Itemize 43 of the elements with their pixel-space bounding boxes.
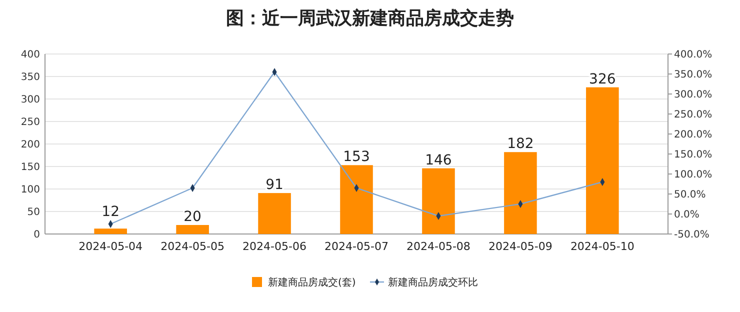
y-tick-label: 50	[27, 207, 40, 218]
y2-tick-label: 200.0%	[674, 130, 712, 140]
y2-tick-label: 100.0%	[674, 170, 712, 180]
y-tick-label: 400	[20, 50, 40, 60]
data-label: 146	[425, 152, 452, 168]
y2-tick-label: 0.0%	[674, 210, 700, 220]
x-tick-label: 2024-05-08	[406, 240, 470, 253]
data-label: 91	[266, 177, 284, 194]
x-tick-label: 2024-05-04	[78, 240, 143, 253]
y-tick-label: 300	[20, 94, 40, 106]
data-label: 182	[507, 136, 534, 152]
y2-tick-label: -50.0%	[674, 230, 710, 240]
x-tick-label: 2024-05-07	[324, 240, 388, 253]
x-tick-label: 2024-05-05	[160, 240, 225, 253]
bar	[176, 225, 209, 234]
y2-tick-label: 250.0%	[674, 110, 712, 120]
y-tick-label: 0	[34, 230, 40, 240]
bar	[258, 193, 291, 234]
bar	[586, 87, 619, 234]
data-label: 12	[102, 204, 120, 220]
chart-title: 图：近一周武汉新建商品房成交走势	[226, 8, 514, 29]
y-tick-label: 250	[20, 117, 40, 128]
bar	[340, 165, 373, 234]
bar	[422, 168, 455, 234]
data-label: 153	[343, 149, 370, 166]
legend-label: 新建商品房成交(套)	[268, 276, 356, 288]
y2-tick-label: 50.0%	[674, 190, 706, 200]
bar	[94, 228, 127, 234]
y2-tick-label: 400.0%	[674, 50, 712, 60]
bar	[504, 152, 537, 234]
legend-label: 新建商品房成交环比	[388, 276, 478, 288]
y2-tick-label: 150.0%	[674, 150, 712, 160]
x-tick-label: 2024-05-09	[488, 240, 552, 253]
y2-tick-label: 300.0%	[674, 90, 712, 100]
y-tick-label: 150	[20, 162, 40, 173]
data-label: 326	[589, 71, 616, 88]
data-label: 20	[184, 209, 202, 225]
y-tick-label: 100	[20, 184, 40, 196]
y-tick-label: 200	[20, 140, 40, 150]
x-tick-label: 2024-05-06	[242, 240, 306, 253]
y2-tick-label: 350.0%	[674, 70, 712, 80]
y-tick-label: 350	[20, 72, 40, 83]
x-tick-label: 2024-05-10	[570, 240, 634, 253]
